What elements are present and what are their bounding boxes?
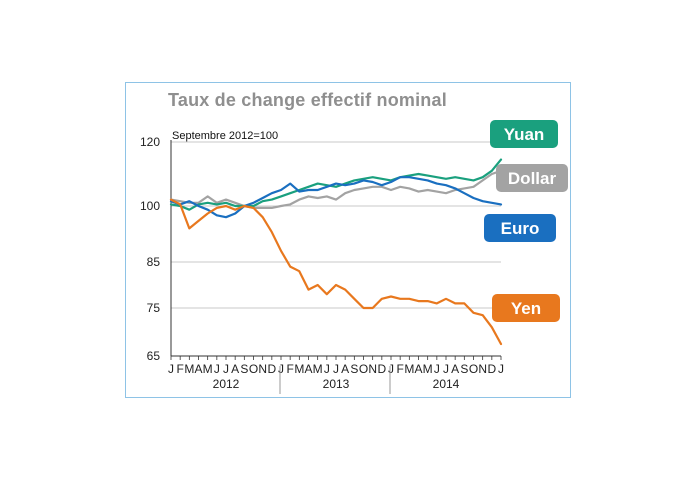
x-tick-label: A [451,362,459,376]
x-tick-label: S [350,362,358,376]
x-tick-label: F [176,362,183,376]
x-tick-label: A [231,362,239,376]
x-tick-label: D [487,362,496,376]
x-tick-label: J [388,362,394,376]
legend-label-dollar: Dollar [508,169,557,188]
x-tick-label: N [478,362,487,376]
x-tick-label: A [304,362,312,376]
series-line-yen [169,198,503,346]
legend-label-yuan: Yuan [504,125,545,144]
x-tick-label: M [203,362,213,376]
legend-label-euro: Euro [501,219,540,238]
x-tick-label: M [313,362,323,376]
x-tick-label: N [258,362,267,376]
legend-box-yuan [490,120,558,148]
y-tick-label: 65 [147,349,161,363]
y-tick-label: 100 [140,199,160,213]
x-tick-label: M [404,362,414,376]
x-tick-label: A [341,362,349,376]
x-tick-label: J [223,362,229,376]
x-tick-label: O [359,362,368,376]
x-tick-label: S [460,362,468,376]
x-tick-label: D [377,362,386,376]
x-tick-label: F [396,362,403,376]
x-tick-label: J [434,362,440,376]
y-tick-label: 120 [140,135,160,149]
x-tick-label: J [214,362,220,376]
x-tick-label: O [469,362,478,376]
x-tick-label: A [194,362,202,376]
x-tick-label: S [240,362,248,376]
x-tick-label: J [324,362,330,376]
x-tick-label: O [249,362,258,376]
x-tick-label: M [184,362,194,376]
chart-subtitle: Septembre 2012=100 [172,130,278,142]
x-tick-label: J [443,362,449,376]
legend-box-euro [484,214,556,242]
x-tick-label: J [168,362,174,376]
x-tick-label: N [368,362,377,376]
x-tick-label: M [423,362,433,376]
year-label: 2013 [323,377,350,391]
series-line-yuan [169,158,503,211]
y-tick-label: 85 [147,255,161,269]
x-tick-label: J [498,362,504,376]
legend-box-dollar [496,164,568,192]
legend-label-yen: Yen [511,299,541,318]
x-tick-label: F [286,362,293,376]
x-tick-label: A [414,362,422,376]
y-tick-label: 75 [147,301,161,315]
chart-title: Taux de change effectif nominal [168,90,447,110]
year-label: 2014 [433,377,460,391]
x-tick-label: J [278,362,284,376]
x-tick-label: J [333,362,339,376]
x-tick-label: M [294,362,304,376]
year-label: 2012 [213,377,240,391]
x-tick-label: D [267,362,276,376]
series-line-dollar [169,169,503,209]
series-line-euro [169,176,503,219]
legend-box-yen [492,294,560,322]
